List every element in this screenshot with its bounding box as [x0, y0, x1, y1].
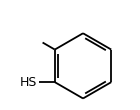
Text: HS: HS	[20, 76, 37, 89]
